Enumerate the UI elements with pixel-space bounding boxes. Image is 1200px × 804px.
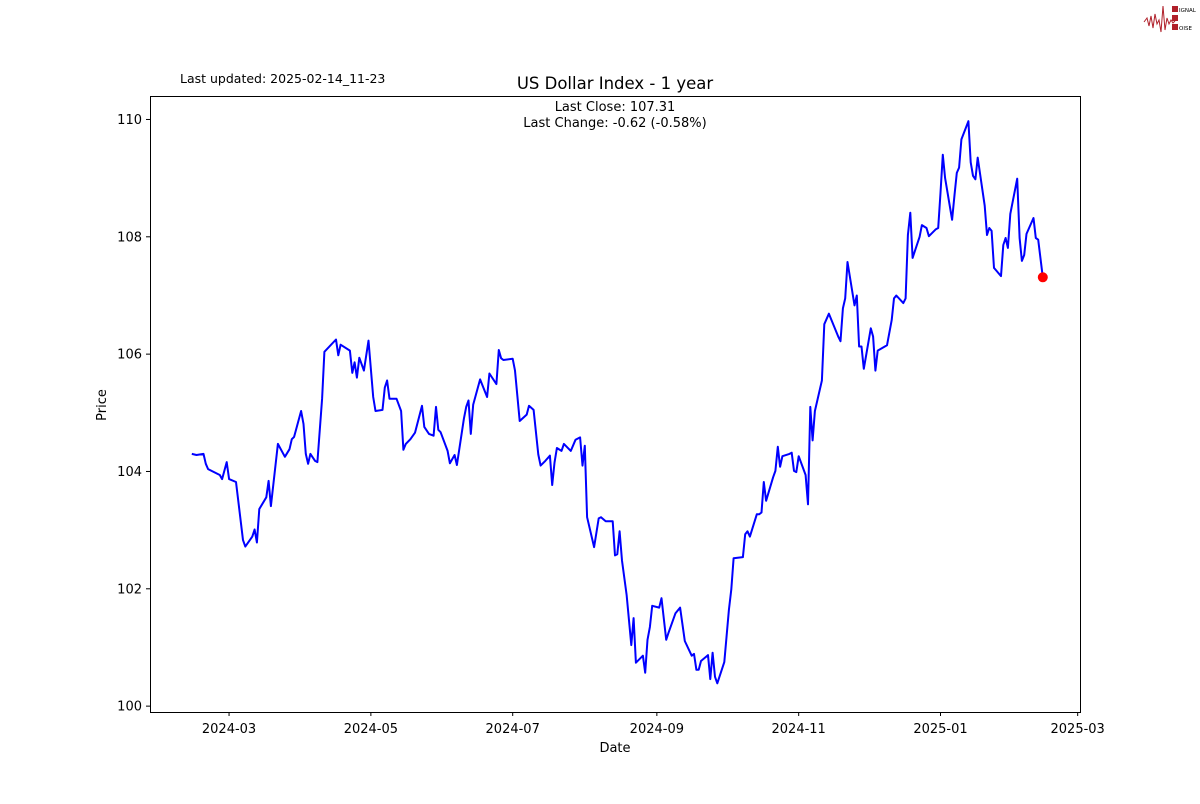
y-tick-label: 108 xyxy=(117,230,142,245)
x-tick-label: 2024-05 xyxy=(344,722,398,737)
y-tick-label: 104 xyxy=(117,465,142,480)
y-tick-label: 102 xyxy=(117,582,142,597)
last-close-annotation: Last Close: 107.31 xyxy=(555,100,676,115)
x-tick-label: 2024-03 xyxy=(202,722,256,737)
y-axis: 100 102 104 106 108 110 xyxy=(117,113,150,715)
signal-2-noise-logo: IGNAL OISE xyxy=(1143,5,1197,33)
y-tick-label: 110 xyxy=(117,113,142,128)
x-tick-label: 2024-07 xyxy=(486,722,540,737)
x-tick-label: 2025-03 xyxy=(1051,722,1105,737)
x-axis: 2024-03 2024-05 2024-07 2024-09 2024-11 2025-… xyxy=(202,712,1105,737)
y-tick-label: 106 xyxy=(117,348,142,363)
svg-text:OISE: OISE xyxy=(1179,26,1192,32)
last-close-marker xyxy=(1037,272,1048,283)
last-change-annotation: Last Change: -0.62 (-0.58%) xyxy=(523,116,706,131)
last-updated-label: Last updated: 2025-02-14_11-23 xyxy=(180,71,385,86)
svg-text:IGNAL: IGNAL xyxy=(1179,8,1197,14)
x-axis-label: Date xyxy=(599,741,630,756)
y-axis-label: Price xyxy=(95,389,110,421)
plot-area xyxy=(150,96,1081,713)
x-tick-label: 2025-01 xyxy=(913,722,967,737)
x-tick-label: 2024-09 xyxy=(630,722,684,737)
x-tick-label: 2024-11 xyxy=(772,722,826,737)
price-line xyxy=(191,120,1044,685)
chart-title: US Dollar Index - 1 year xyxy=(517,74,714,93)
y-tick-label: 100 xyxy=(117,700,142,715)
